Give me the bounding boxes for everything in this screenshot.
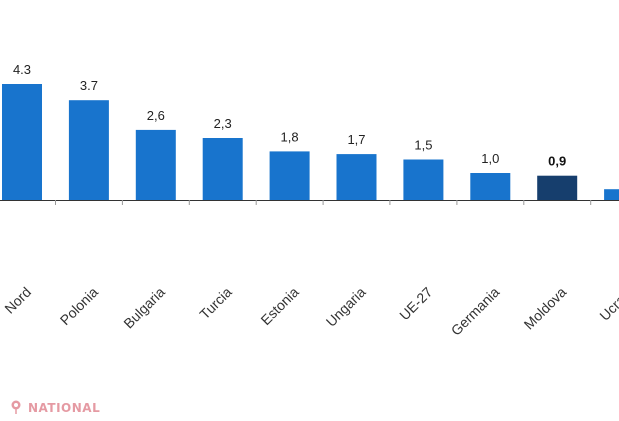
tick-label-ungaria: Ungaria <box>323 284 369 330</box>
bars-group <box>2 84 619 200</box>
bar-ucraina <box>604 189 619 200</box>
bar-estonia <box>269 151 310 200</box>
x-axis-tick-labels: Nord Polonia Bulgaria Turcia Estonia Ungaria U… <box>1 284 619 339</box>
bar-bulgaria <box>135 129 176 200</box>
value-label-turcia: 2,3 <box>214 116 232 131</box>
tick-label-estonia: Estonia <box>257 284 301 328</box>
x-axis-ticks <box>55 200 592 205</box>
value-label-moldova: 0,9 <box>548 154 566 169</box>
bar-turcia <box>202 138 243 200</box>
bar-germania <box>470 173 511 200</box>
bar-polonia <box>68 100 109 200</box>
rose-logo-icon <box>11 400 21 414</box>
tick-label-ue-27: UE-27 <box>396 284 436 324</box>
value-label-ue-27: 1,5 <box>414 138 432 153</box>
bar-moldova <box>537 175 578 200</box>
value-labels-group: 4.33.72,62,31,81,71,51,00,90 <box>13 62 566 169</box>
value-label-ungaria: 1,7 <box>347 132 365 147</box>
tick-label-ucraina: Ucrain <box>596 284 619 324</box>
watermark-logo: NATIONAL <box>11 400 100 415</box>
value-label-bulgaria: 2,6 <box>147 108 165 123</box>
tick-label-turcia: Turcia <box>196 284 235 323</box>
tick-label-macedonia-de-nord: Nord <box>1 284 34 317</box>
value-label-germania: 1,0 <box>481 151 499 166</box>
tick-label-bulgaria: Bulgaria <box>120 284 168 332</box>
tick-label-moldova: Moldova <box>521 284 570 333</box>
tick-label-polonia: Polonia <box>57 284 101 328</box>
watermark-text: NATIONAL <box>28 401 100 415</box>
bar-macedonia-de-nord <box>2 84 42 200</box>
bar-ue-27 <box>403 159 444 200</box>
value-label-macedonia-de-nord: 4.3 <box>13 62 31 77</box>
bar-ungaria <box>336 154 377 200</box>
value-label-estonia: 1,8 <box>281 129 299 144</box>
value-label-polonia: 3.7 <box>80 78 98 93</box>
tick-label-germania: Germania <box>448 284 503 339</box>
